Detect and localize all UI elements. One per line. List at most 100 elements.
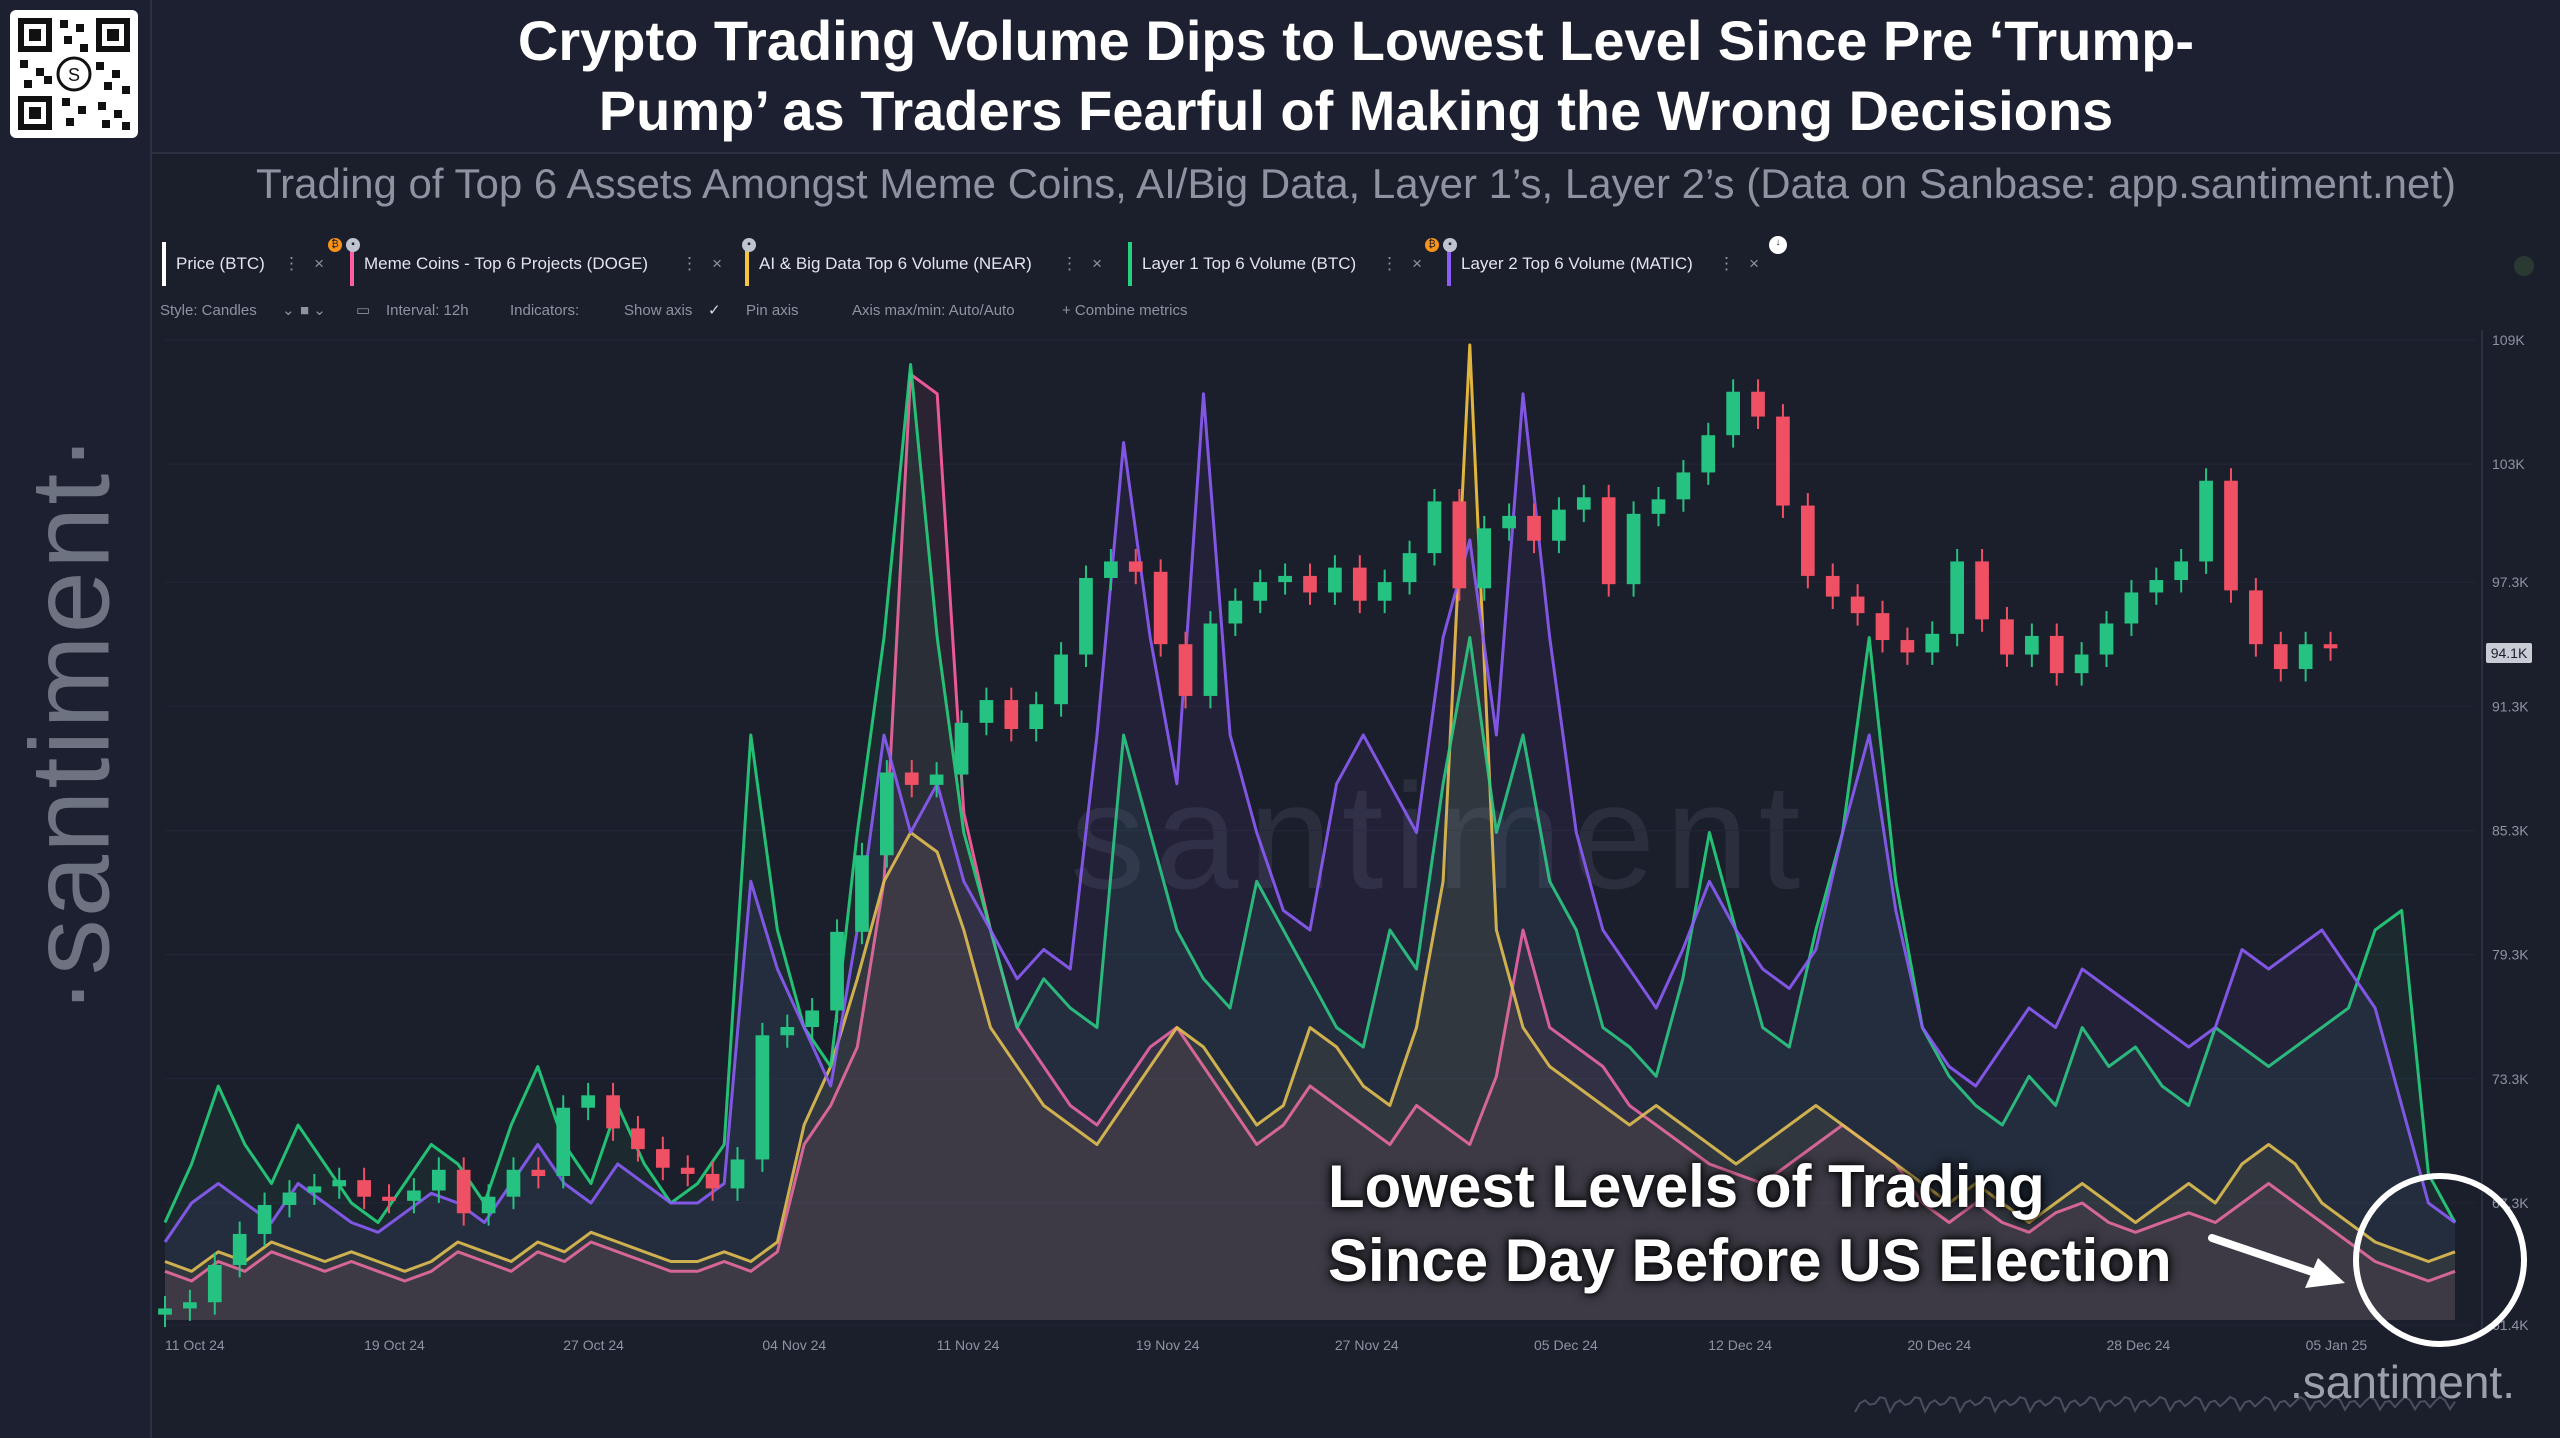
color-square-icon[interactable]: ■ ⌄	[300, 302, 326, 319]
close-icon[interactable]: ×	[1092, 254, 1102, 273]
indicators-select[interactable]: Indicators:	[510, 302, 580, 319]
more-icon[interactable]: ⋮	[1718, 254, 1735, 273]
candle-body	[1079, 577, 1093, 655]
candle-body	[2149, 580, 2164, 593]
candle-body	[2224, 480, 2238, 591]
x-tick-label: 19 Nov 24	[1136, 1337, 1200, 1353]
tab-layer2[interactable]: Layer 2 Top 6 Volume (MATIC) ⋮ ×	[1447, 242, 1767, 286]
y-tick-label: 97.3K	[2492, 574, 2529, 590]
title-line-2: Pump’ as Traders Fearful of Making the W…	[598, 79, 2114, 142]
tab-layer1[interactable]: Layer 1 Top 6 Volume (BTC) ⋮ ×	[1128, 242, 1430, 286]
bitcoin-badge-icon: ₿	[328, 238, 342, 252]
title-bar	[152, 0, 2560, 154]
candle-body	[1278, 575, 1292, 583]
annotation-line-1: Lowest Levels of Trading	[1328, 1153, 2045, 1220]
lock-icon: ▪	[1443, 238, 1457, 252]
candle-body	[1601, 497, 1616, 585]
show-axis-toggle[interactable]: Show axis	[624, 302, 693, 319]
candle-body	[357, 1180, 371, 1197]
candle-body	[1228, 600, 1243, 624]
candle-body	[2174, 561, 2189, 581]
candle-body	[1178, 644, 1193, 696]
candle-body	[880, 772, 894, 856]
candle-body	[2124, 592, 2139, 624]
candle-body	[1452, 501, 1467, 589]
candle-body	[1402, 553, 1417, 583]
check-icon[interactable]: ✓	[708, 302, 721, 319]
volume-area-3	[165, 393, 2455, 1320]
candle-body	[556, 1107, 571, 1177]
close-icon[interactable]: ×	[1749, 254, 1759, 273]
candle-body	[1576, 497, 1591, 510]
close-icon[interactable]: ×	[712, 254, 722, 273]
candle-body	[1377, 582, 1392, 601]
download-icon[interactable]: ↓	[1769, 236, 1787, 254]
y-tick-label: 103K	[2492, 456, 2525, 472]
candle-body	[456, 1169, 471, 1214]
candle-body	[1029, 704, 1044, 730]
candle-body	[282, 1192, 297, 1205]
x-tick-label: 11 Nov 24	[937, 1337, 1000, 1353]
pin-axis-toggle[interactable]: Pin axis	[746, 302, 799, 319]
y-tick-label: 91.3K	[2492, 698, 2529, 714]
y-tick-label: 79.3K	[2492, 947, 2529, 963]
volume-area-2	[165, 364, 2455, 1320]
candle-body	[2249, 590, 2263, 645]
more-icon[interactable]: ⋮	[681, 254, 698, 273]
style-select[interactable]: Style: Candles	[160, 302, 257, 319]
x-tick-label: 05 Jan 25	[2306, 1337, 2368, 1353]
annotation-text: Lowest Levels of Trading Since Day Befor…	[1328, 1150, 2172, 1298]
candle-body	[1875, 613, 1890, 641]
candle-body	[481, 1196, 496, 1214]
candle-body	[1054, 654, 1068, 705]
axis-minmax-select[interactable]: Axis max/min: Auto/Auto	[852, 302, 1015, 319]
more-icon[interactable]: ⋮	[283, 254, 300, 273]
candle-body	[1825, 575, 1840, 597]
volume-area-1	[165, 345, 2455, 1320]
brand-logo: .santiment.	[2290, 1356, 2515, 1408]
svg-text:S: S	[68, 65, 80, 85]
candle-body	[1477, 528, 1492, 589]
more-icon[interactable]: ⋮	[1061, 254, 1078, 273]
close-icon[interactable]: ×	[314, 254, 324, 273]
candle-body	[954, 722, 969, 775]
candle-body	[1352, 567, 1367, 601]
tab-price-btc[interactable]: Price (BTC) ⋮ ×	[162, 242, 332, 286]
sidebar: S ·santiment·	[0, 0, 152, 1438]
annotation-line-2: Since Day Before US Election	[1328, 1227, 2172, 1294]
x-tick-label: 11 Oct 24	[165, 1337, 225, 1353]
candle-body	[1776, 416, 1790, 506]
tab-label: AI & Big Data Top 6 Volume (NEAR)	[759, 254, 1032, 273]
candle-body	[830, 931, 844, 1011]
annotation-arrow	[2208, 1234, 2334, 1282]
tab-label: Meme Coins - Top 6 Projects (DOGE)	[364, 254, 649, 273]
calendar-icon: ▭	[356, 302, 371, 319]
chevron-down-icon[interactable]: ⌄	[282, 302, 295, 319]
x-tick-label: 05 Dec 24	[1534, 1337, 1598, 1353]
candle-body	[606, 1095, 620, 1129]
candle-body	[2000, 619, 2014, 655]
candle-body	[1800, 505, 1815, 576]
status-dot-icon	[2514, 256, 2534, 276]
highlight-circle	[2353, 1173, 2527, 1347]
bitcoin-badge-icon: ₿	[1425, 238, 1439, 252]
candle-body	[531, 1169, 546, 1177]
candle-body	[183, 1302, 197, 1309]
tab-meme-coins[interactable]: Meme Coins - Top 6 Projects (DOGE) ⋮ ×	[350, 242, 730, 286]
candle-body	[232, 1233, 247, 1265]
tab-label: Layer 2 Top 6 Volume (MATIC)	[1461, 254, 1693, 273]
candle-body	[332, 1180, 347, 1187]
candle-body	[780, 1027, 795, 1036]
candle-body	[1427, 501, 1442, 554]
close-icon[interactable]: ×	[1412, 254, 1422, 273]
title-line-1: Crypto Trading Volume Dips to Lowest Lev…	[517, 9, 2195, 72]
combine-metrics-button[interactable]: + Combine metrics	[1062, 302, 1188, 319]
candle-body	[1900, 640, 1915, 653]
candle-body	[1153, 571, 1168, 645]
candle-body	[1527, 515, 1541, 541]
tab-ai-big-data[interactable]: AI & Big Data Top 6 Volume (NEAR) ⋮ ×	[745, 242, 1110, 286]
more-icon[interactable]: ⋮	[1381, 254, 1398, 273]
interval-select[interactable]: Interval: 12h	[386, 302, 469, 319]
candle-body	[2049, 635, 2064, 674]
